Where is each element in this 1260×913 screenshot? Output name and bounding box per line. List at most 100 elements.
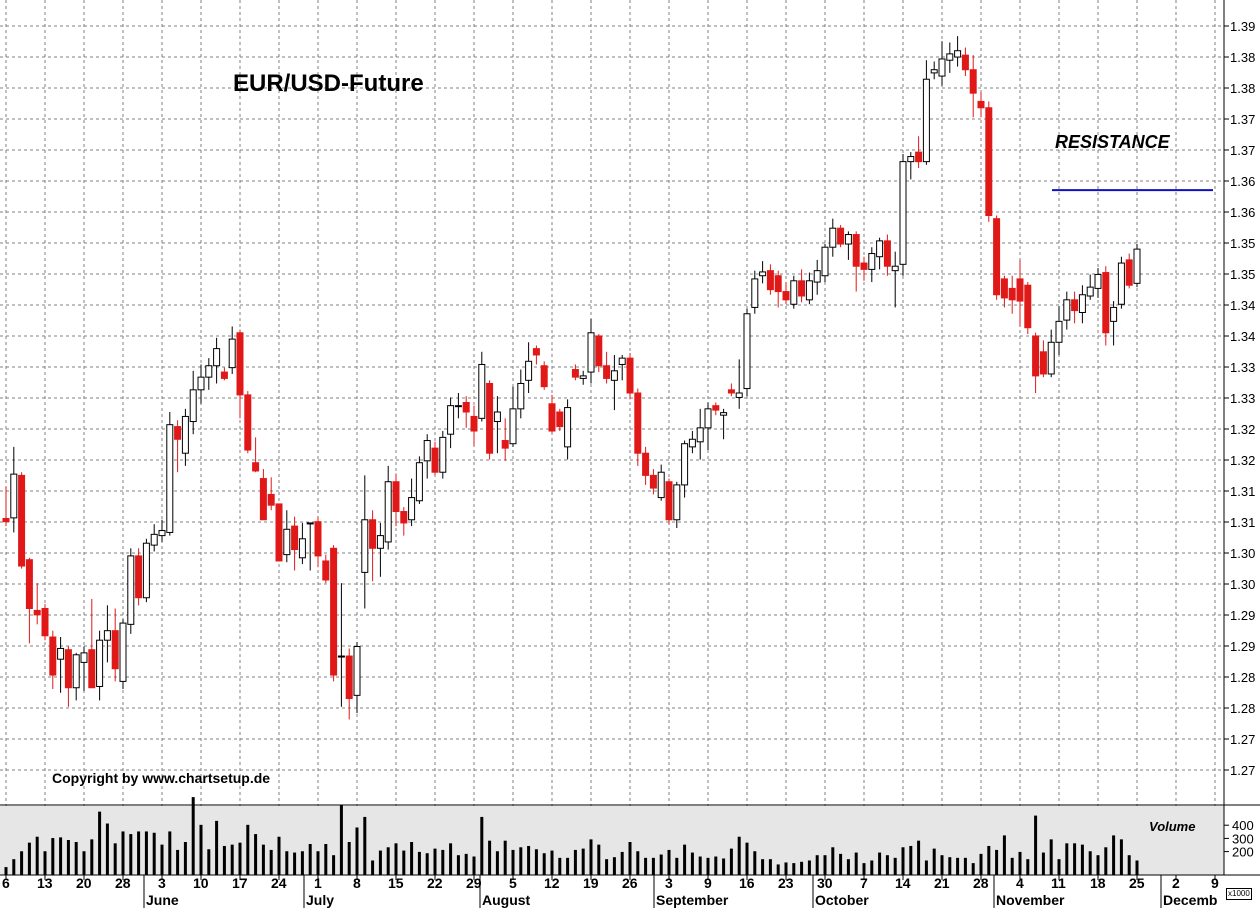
candle-body [1125, 259, 1133, 286]
candle-body [103, 630, 111, 641]
volume-bar [402, 850, 406, 875]
volume-bar [1135, 860, 1139, 875]
volume-bar [113, 843, 117, 875]
day-tick-label: 3 [158, 875, 166, 891]
day-tick-label: 15 [388, 875, 404, 891]
volume-bar [285, 851, 289, 875]
volume-bar [363, 816, 367, 875]
candle-body [322, 560, 330, 581]
volume-bar [893, 857, 897, 875]
volume-bar [846, 859, 850, 875]
day-tick-label: 26 [622, 875, 638, 891]
volume-bar [339, 805, 343, 875]
month-label: June [146, 892, 179, 908]
candle-body [72, 654, 80, 689]
price-tick-label: 1.33 [1230, 391, 1255, 406]
day-tick-label: 18 [1090, 875, 1106, 891]
volume-bar [644, 857, 648, 875]
candle-body [298, 538, 306, 559]
volume-bar [425, 853, 429, 875]
candle-body [25, 559, 33, 610]
volume-bar [74, 842, 78, 875]
volume-bar [589, 839, 593, 875]
day-tick-label: 1 [314, 875, 322, 891]
volume-bar [254, 834, 258, 875]
volume-bar [722, 858, 726, 875]
day-tick-label: 12 [544, 875, 560, 891]
volume-bar [222, 845, 226, 875]
candle-body [252, 462, 260, 472]
day-tick-label: 10 [193, 875, 209, 891]
price-tick-label: 1.36 [1230, 174, 1255, 189]
volume-bar [277, 836, 281, 875]
volume-bar [464, 853, 468, 875]
candle-body [642, 452, 650, 476]
volume-bar [636, 851, 640, 875]
volume-bar [605, 859, 609, 875]
candle-body [610, 370, 618, 381]
volume-label: Volume [1149, 819, 1196, 834]
candle-body [213, 348, 221, 367]
candle-body [423, 440, 431, 462]
volume-bar [1112, 835, 1116, 875]
volume-bar [768, 859, 772, 875]
candle-body [1016, 278, 1024, 302]
candle-body [837, 227, 845, 245]
candle-body [985, 107, 993, 217]
month-label: September [656, 892, 729, 908]
candle-body [532, 348, 540, 356]
volume-bar [495, 851, 499, 875]
volume-bar [168, 831, 172, 875]
candle-body [337, 655, 345, 658]
candle-body [111, 630, 119, 670]
volume-bar [581, 848, 585, 875]
volume-bar [1026, 859, 1030, 875]
day-tick-label: 29 [466, 875, 482, 891]
volume-bar [347, 842, 351, 875]
candle-body [766, 270, 774, 291]
candle-body [166, 424, 174, 533]
price-tick-label: 1.27 [1230, 763, 1255, 778]
candle-body [751, 278, 759, 308]
volume-bar [714, 856, 718, 875]
volume-bar [534, 849, 538, 875]
candle-body [306, 522, 314, 525]
day-tick-label: 7 [860, 875, 868, 891]
candle-body [961, 54, 969, 71]
day-tick-label: 8 [353, 875, 361, 891]
price-tick-label: 1.31 [1230, 484, 1255, 499]
volume-bar [1018, 851, 1022, 875]
volume-bar [43, 851, 47, 875]
candle-body [392, 481, 400, 513]
volume-bar [456, 855, 460, 875]
candle-body [922, 78, 930, 163]
volume-bar [854, 852, 858, 875]
price-tick-label: 1.27 [1230, 732, 1255, 747]
volume-bar [152, 832, 156, 875]
candle-body [688, 438, 696, 448]
volume-bar [66, 840, 70, 875]
candle-body [618, 357, 626, 365]
candle-body [915, 151, 923, 163]
volume-bar [1073, 843, 1077, 875]
volume-bar [932, 848, 936, 875]
candle-body [571, 369, 579, 378]
day-tick-label: 20 [76, 875, 92, 891]
day-tick-label: 17 [232, 875, 248, 891]
candle-body [478, 363, 486, 419]
day-tick-label: 9 [1211, 875, 1219, 891]
candle-body [891, 265, 899, 272]
candle-body [509, 408, 517, 445]
volume-bar [597, 844, 601, 875]
volume-bar [35, 836, 39, 875]
candle-body [493, 411, 501, 423]
candle-body [10, 473, 18, 519]
volume-bar [378, 850, 382, 875]
volume-bar [979, 853, 983, 875]
volume-bar [293, 852, 297, 875]
candle-body [579, 375, 587, 379]
candle-body [860, 262, 868, 270]
candle-body [564, 407, 572, 448]
candle-body [712, 405, 720, 411]
candle-body [454, 405, 462, 408]
